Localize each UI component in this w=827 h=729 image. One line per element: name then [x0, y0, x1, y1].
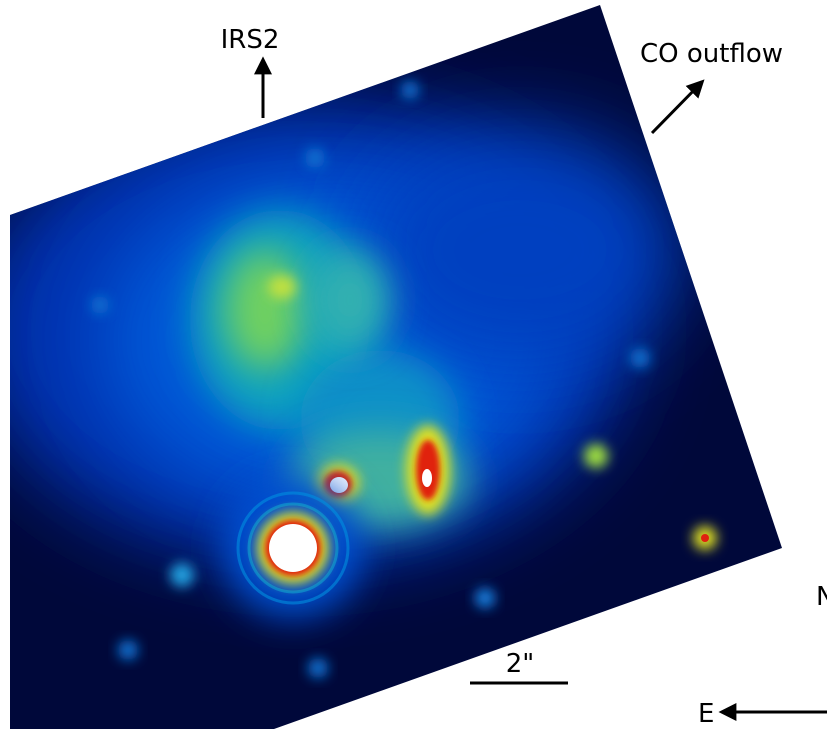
- astronomical-image: IRS2 CO outflow 2" N E: [0, 0, 827, 729]
- outflow-arrow: [652, 82, 702, 133]
- scale-label: 2": [506, 649, 535, 679]
- image-field: [0, 0, 827, 729]
- page: IRS2 CO outflow 2" N E (() => { const da…: [0, 0, 827, 729]
- outflow-label: CO outflow: [640, 39, 783, 69]
- east-label: E: [698, 699, 714, 729]
- north-label: N: [816, 582, 827, 612]
- irs2-label: IRS2: [221, 25, 280, 55]
